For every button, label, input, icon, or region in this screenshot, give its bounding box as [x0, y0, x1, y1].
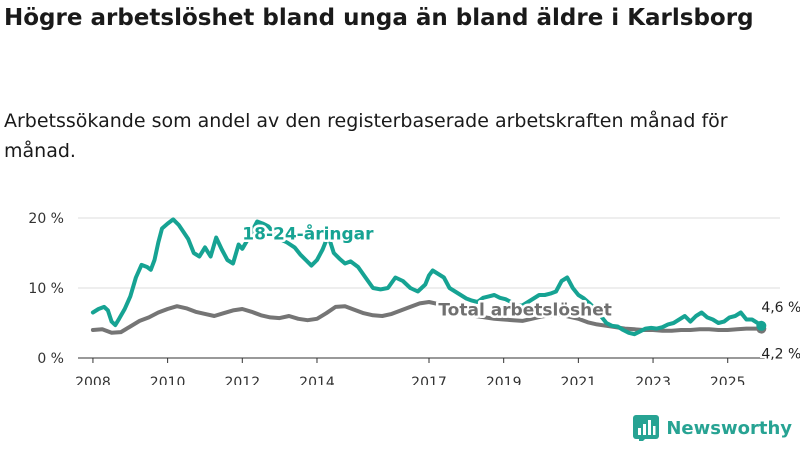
chart-subtitle: Arbetssökande som andel av den registerb…: [4, 110, 728, 162]
x-axis-ticks: 2008 2010 2012 2014 2017 2019 2021 2023 2025: [75, 358, 746, 385]
x-tick-label: 2008: [75, 375, 111, 385]
series-annotation: 18-24-åringar: [242, 223, 374, 245]
brand-name: Newsworthy: [666, 417, 792, 439]
x-tick-label: 2019: [486, 375, 522, 385]
x-tick-label: 2021: [561, 375, 597, 385]
series-annotations: 18-24-åringar Total arbetslöshet: [240, 220, 615, 323]
x-tick-label: 2010: [150, 375, 186, 385]
series-lines: [90, 217, 767, 337]
end-value-label: 4,2 %: [761, 347, 800, 363]
end-value-label: 4,6 %: [761, 300, 800, 316]
chart-title: Högre arbetslöshet bland unga än bland ä…: [4, 5, 754, 31]
series-end-marker: [756, 320, 767, 331]
y-tick-label: 0 %: [37, 351, 64, 367]
x-tick-label: 2023: [635, 375, 671, 385]
x-tick-label: 2017: [411, 375, 447, 385]
y-axis-ticks: 0 % 10 % 20 %: [28, 211, 64, 367]
x-tick-label: 2014: [299, 375, 335, 385]
y-tick-label: 10 %: [28, 281, 64, 297]
newsworthy-logo-icon: [633, 415, 660, 441]
x-tick-label: 2025: [710, 375, 746, 385]
end-value-labels: 4,6 % 4,2 %: [759, 298, 800, 365]
series-line: [90, 217, 764, 337]
newsworthy-logo: Newsworthy: [633, 415, 792, 441]
line-chart: 0 % 10 % 20 % 2008 2010 2012 2014 2017 2019 2021…: [28, 211, 800, 385]
grid-lines: [78, 217, 780, 359]
series-annotation: Total arbetslöshet: [438, 300, 612, 320]
y-tick-label: 20 %: [28, 211, 64, 227]
x-tick-label: 2012: [224, 375, 260, 385]
